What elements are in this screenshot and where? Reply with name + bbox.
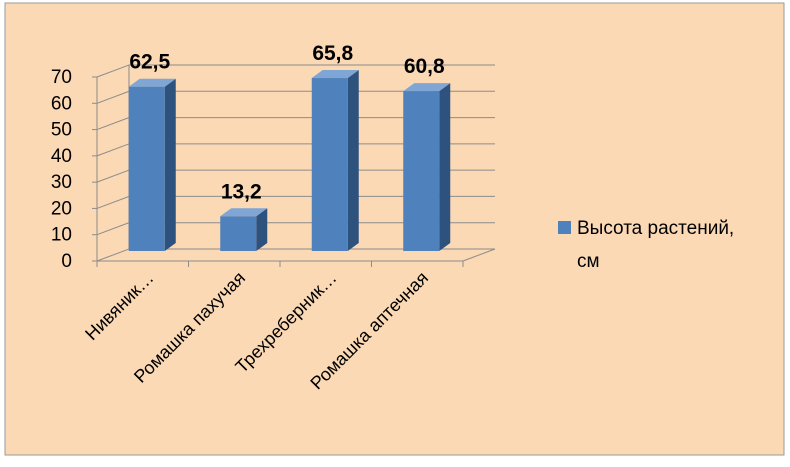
y-tick-label: 70	[51, 67, 72, 88]
y-tick-label: 60	[51, 93, 72, 114]
bar	[403, 83, 450, 251]
data-label: 65,8	[312, 42, 353, 65]
bar-side-face	[348, 70, 359, 251]
bar	[312, 70, 359, 251]
data-label: 60,8	[404, 55, 445, 78]
data-label: 62,5	[129, 51, 170, 74]
bar-front-face	[312, 78, 348, 251]
legend-label-line1: Высота растений,	[577, 218, 734, 239]
bar	[220, 208, 267, 251]
bar-front-face	[129, 87, 165, 251]
legend-swatch	[558, 221, 571, 234]
y-tick-label: 50	[51, 120, 72, 141]
y-tick-label: 20	[51, 198, 72, 219]
bar-side-face	[439, 83, 450, 251]
y-tick-label: 10	[51, 225, 72, 246]
bar-front-face	[220, 216, 256, 251]
legend-label-line2: см	[577, 251, 600, 272]
bar-front-face	[403, 91, 439, 251]
y-tick-label: 0	[61, 251, 72, 272]
data-label: 13,2	[221, 180, 262, 203]
bar	[129, 79, 176, 251]
bar-side-face	[165, 79, 176, 251]
y-tick-label: 40	[51, 146, 72, 167]
y-tick-label: 30	[51, 172, 72, 193]
